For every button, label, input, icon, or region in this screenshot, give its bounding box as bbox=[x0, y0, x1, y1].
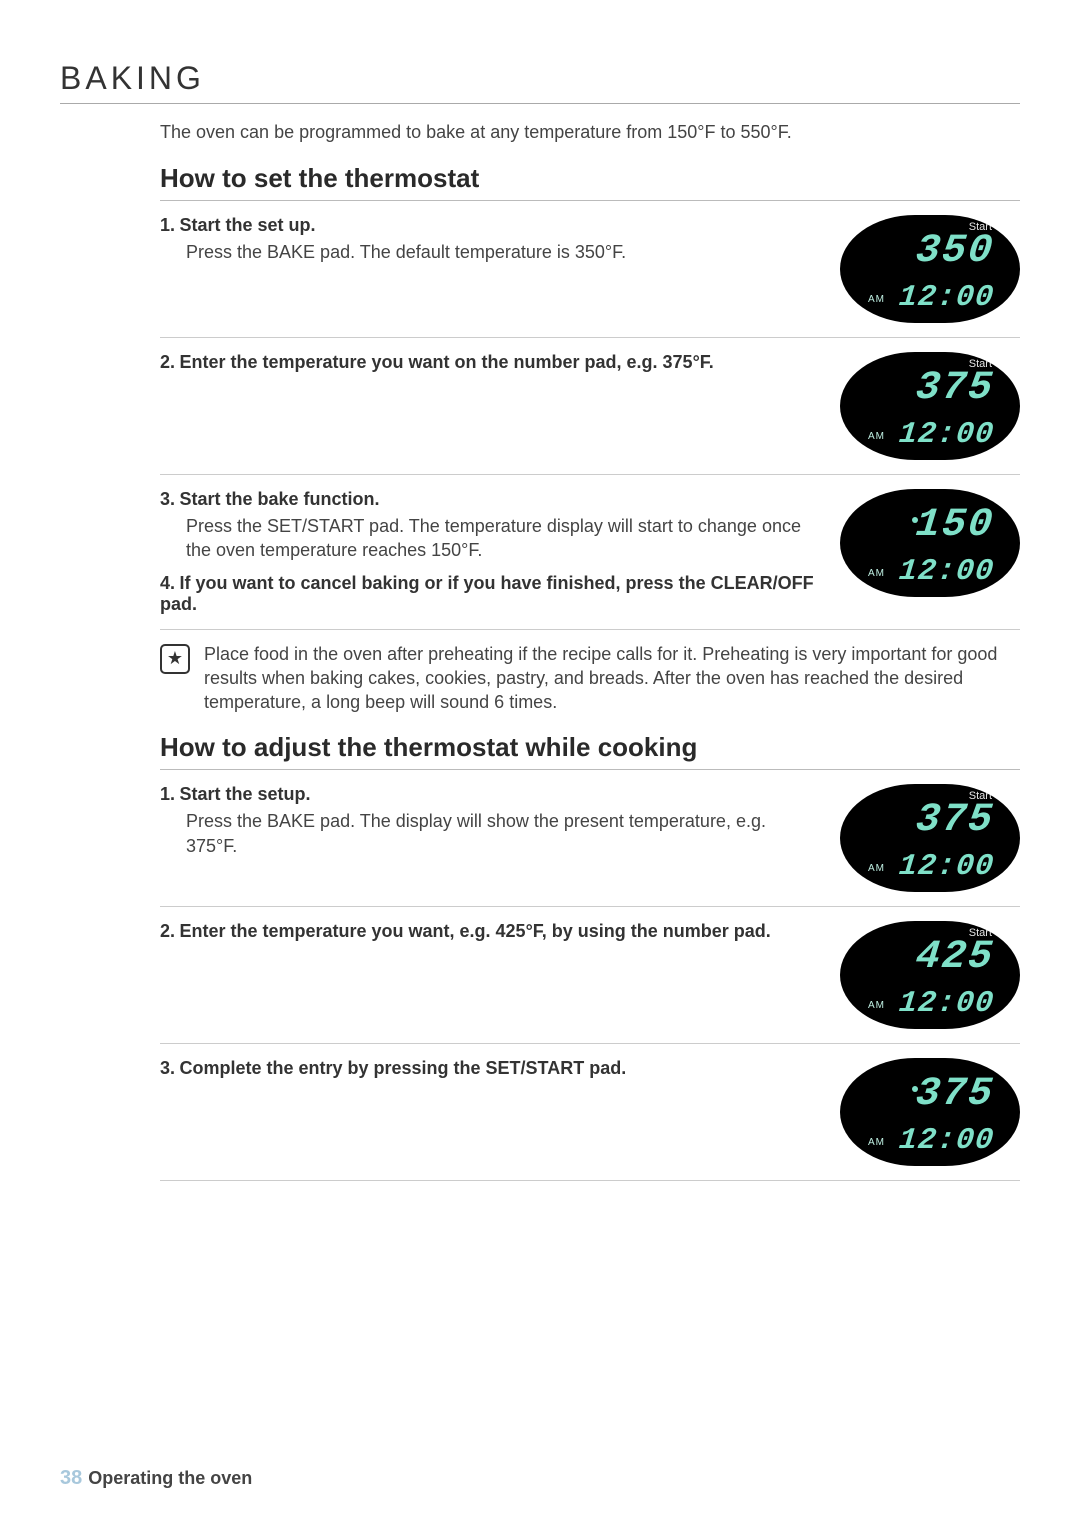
display-temperature: 375 bbox=[914, 366, 997, 411]
display-am-label: AM bbox=[868, 568, 885, 579]
step-block: 3. Complete the entry by pressing the SE… bbox=[160, 1044, 1020, 1181]
intro-text: The oven can be programmed to bake at an… bbox=[160, 122, 1020, 143]
display-am-label: AM bbox=[868, 1137, 885, 1148]
step-block: 1. Start the setup. Press the BAKE pad. … bbox=[160, 770, 1020, 907]
step-number: 2. bbox=[160, 352, 175, 372]
oven-display: 375 AM 12:00 bbox=[840, 1058, 1020, 1166]
step-number: 2. bbox=[160, 921, 175, 941]
footer-label: Operating the oven bbox=[88, 1468, 252, 1488]
step-title: Enter the temperature you want on the nu… bbox=[179, 352, 713, 372]
step-number: 4. bbox=[160, 573, 175, 593]
subheading-adjust-thermostat: How to adjust the thermostat while cooki… bbox=[160, 732, 1020, 770]
oven-display: Start 350 AM 12:00 bbox=[840, 215, 1020, 323]
step-block: 2. Enter the temperature you want on the… bbox=[160, 338, 1020, 475]
display-am-label: AM bbox=[868, 294, 885, 305]
step-block: 3. Start the bake function. Press the SE… bbox=[160, 475, 1020, 630]
display-clock: 12:00 bbox=[897, 281, 996, 315]
display-am-label: AM bbox=[868, 863, 885, 874]
step-title: Enter the temperature you want, e.g. 425… bbox=[179, 921, 770, 941]
display-temperature: 425 bbox=[914, 935, 997, 980]
section-title: BAKING bbox=[60, 60, 1020, 104]
footer: 38 Operating the oven bbox=[60, 1467, 252, 1490]
step-number: 3. bbox=[160, 1058, 175, 1078]
display-temperature: 375 bbox=[914, 1072, 997, 1117]
display-clock: 12:00 bbox=[897, 555, 996, 589]
star-icon: ★ bbox=[160, 644, 190, 674]
step-title: Start the set up. bbox=[179, 215, 315, 235]
display-am-label: AM bbox=[868, 1000, 885, 1011]
step-number: 1. bbox=[160, 215, 175, 235]
step-body: Press the BAKE pad. The default temperat… bbox=[186, 240, 814, 264]
note-text: Place food in the oven after preheating … bbox=[204, 642, 1020, 715]
step-block: 2. Enter the temperature you want, e.g. … bbox=[160, 907, 1020, 1044]
step-title: Complete the entry by pressing the SET/S… bbox=[179, 1058, 626, 1078]
step-block: 1. Start the set up. Press the BAKE pad.… bbox=[160, 201, 1020, 338]
subheading-set-thermostat: How to set the thermostat bbox=[160, 163, 1020, 201]
step-number: 3. bbox=[160, 489, 175, 509]
oven-display: 150 AM 12:00 bbox=[840, 489, 1020, 597]
display-temperature: 150 bbox=[914, 503, 997, 548]
display-clock: 12:00 bbox=[897, 1124, 996, 1158]
display-temperature: 350 bbox=[914, 229, 997, 274]
step-number: 1. bbox=[160, 784, 175, 804]
display-temperature: 375 bbox=[914, 798, 997, 843]
display-clock: 12:00 bbox=[897, 418, 996, 452]
step-title: Start the setup. bbox=[179, 784, 310, 804]
oven-display: Start 425 AM 12:00 bbox=[840, 921, 1020, 1029]
display-am-label: AM bbox=[868, 431, 885, 442]
step-body: Press the SET/START pad. The temperature… bbox=[186, 514, 814, 563]
oven-display: Start 375 AM 12:00 bbox=[840, 352, 1020, 460]
step-title: Start the bake function. bbox=[179, 489, 379, 509]
display-clock: 12:00 bbox=[897, 987, 996, 1021]
step-title: If you want to cancel baking or if you h… bbox=[160, 573, 814, 614]
oven-display: Start 375 AM 12:00 bbox=[840, 784, 1020, 892]
page-number: 38 bbox=[60, 1467, 82, 1489]
note-row: ★ Place food in the oven after preheatin… bbox=[160, 630, 1020, 733]
step-body: Press the BAKE pad. The display will sho… bbox=[186, 809, 814, 858]
display-clock: 12:00 bbox=[897, 850, 996, 884]
